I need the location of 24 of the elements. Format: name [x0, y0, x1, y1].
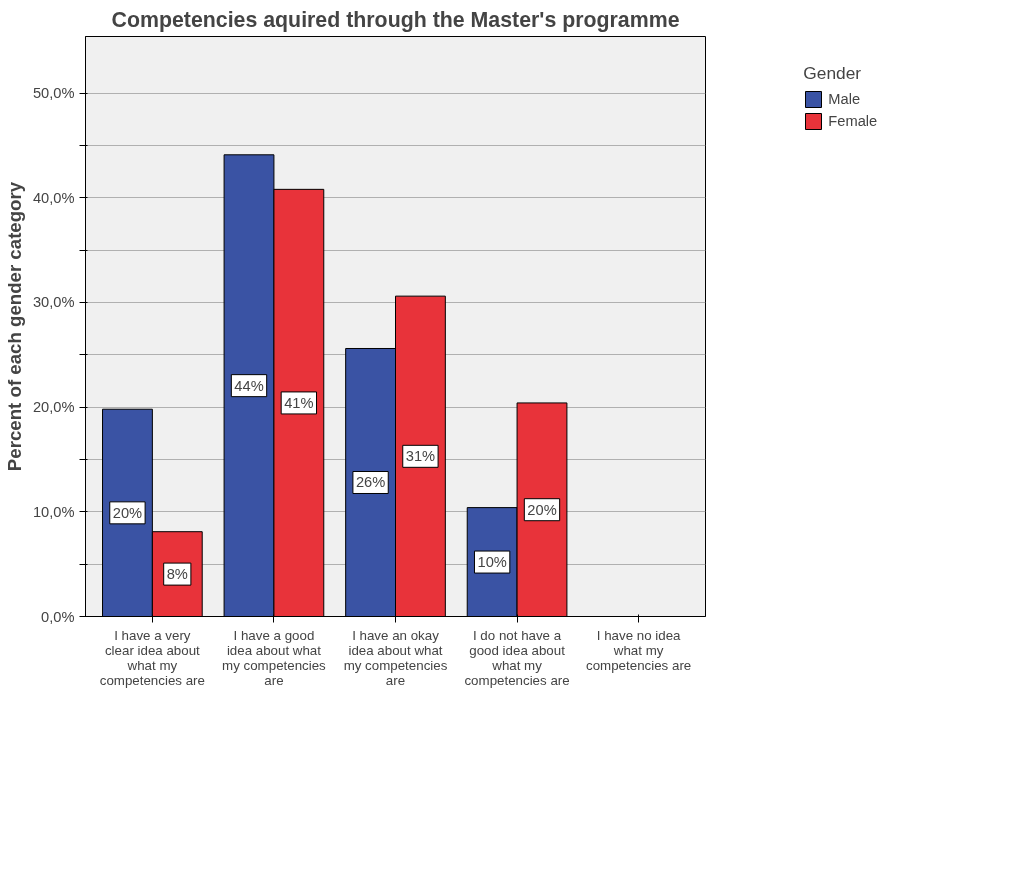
- y-tick-label: 30,0%: [32, 294, 75, 311]
- legend-label: Male: [828, 91, 862, 107]
- data-label: 20%: [527, 501, 557, 518]
- x-tick-label: I have an okay idea about what my competencies are: [343, 627, 448, 688]
- y-axis-title: Percent of each gender category: [3, 181, 25, 472]
- x-tick-label: I do not have a good idea about what my competencies are: [464, 627, 570, 688]
- data-label: 44%: [234, 377, 264, 394]
- data-label: 31%: [405, 448, 436, 465]
- data-label: 10%: [477, 554, 507, 571]
- x-tick-label: I have a good idea about what my competencies are: [222, 627, 327, 688]
- data-label: 41%: [284, 394, 314, 411]
- chart-title: Competencies aquired through the Master's programme: [111, 7, 680, 32]
- x-tick-label: I have no idea what my competencies are: [586, 627, 692, 673]
- data-label: 8%: [166, 566, 188, 583]
- legend-label: Female: [828, 113, 879, 129]
- y-tick-label: 50,0%: [32, 85, 75, 102]
- legend-title: Gender: [803, 63, 863, 84]
- y-tick-label: 0,0%: [41, 608, 75, 625]
- data-label: 20%: [112, 504, 143, 521]
- x-tick-label: I have a very clear idea about what my competencies are: [99, 627, 205, 688]
- y-tick-label: 40,0%: [32, 189, 75, 206]
- data-label: 26%: [355, 474, 386, 491]
- y-tick-label: 20,0%: [32, 399, 75, 416]
- y-tick-label: 10,0%: [32, 503, 75, 520]
